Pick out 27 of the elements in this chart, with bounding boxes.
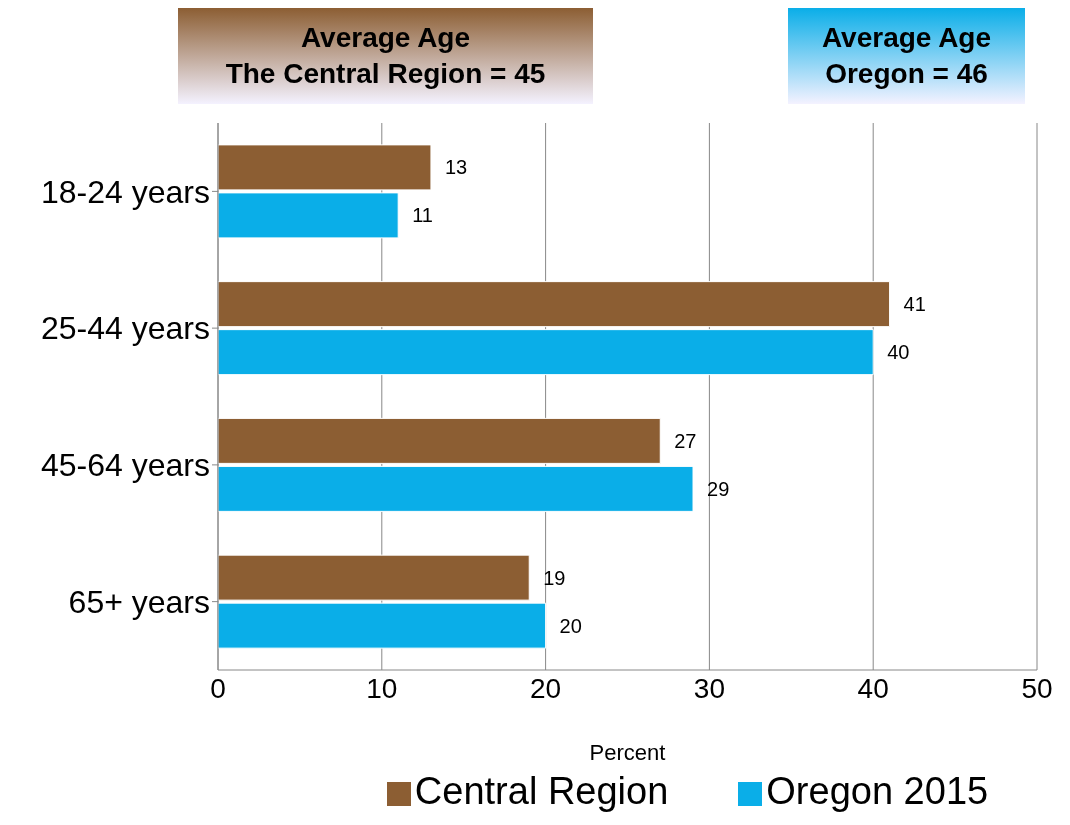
data-label: 13 — [444, 156, 468, 179]
bar — [218, 329, 874, 376]
x-tick-label: 40 — [857, 672, 889, 704]
x-tick-label: 10 — [366, 672, 398, 704]
data-label: 11 — [412, 204, 433, 227]
y-tick-label: 45-64 years — [41, 447, 210, 484]
y-tick-label: 65+ years — [68, 583, 210, 620]
data-label: 20 — [559, 614, 582, 637]
y-tick-label: 25-44 years — [41, 310, 210, 347]
x-tick-label: 20 — [530, 672, 562, 704]
bar — [218, 465, 694, 512]
data-label: 19 — [543, 566, 566, 589]
x-tick-label: 0 — [210, 672, 226, 704]
text: Average Age Oregon = 46 — [788, 8, 1025, 104]
y-tick-label: 18-24 years — [41, 173, 210, 210]
x-tick-label: 30 — [693, 672, 725, 704]
legend-label: Central Region — [414, 770, 669, 812]
text: Average Age The Central Region = 45 — [178, 8, 593, 104]
data-label: 41 — [903, 293, 926, 316]
legend-label: Oregon 2015 — [766, 770, 989, 812]
x-axis-title: Percent — [589, 740, 666, 765]
data-label: 29 — [707, 477, 730, 500]
data-label: 40 — [887, 341, 910, 364]
bar — [218, 281, 891, 328]
x-tick-label: 50 — [1021, 672, 1053, 704]
data-label: 27 — [674, 429, 697, 452]
bar — [218, 417, 661, 464]
